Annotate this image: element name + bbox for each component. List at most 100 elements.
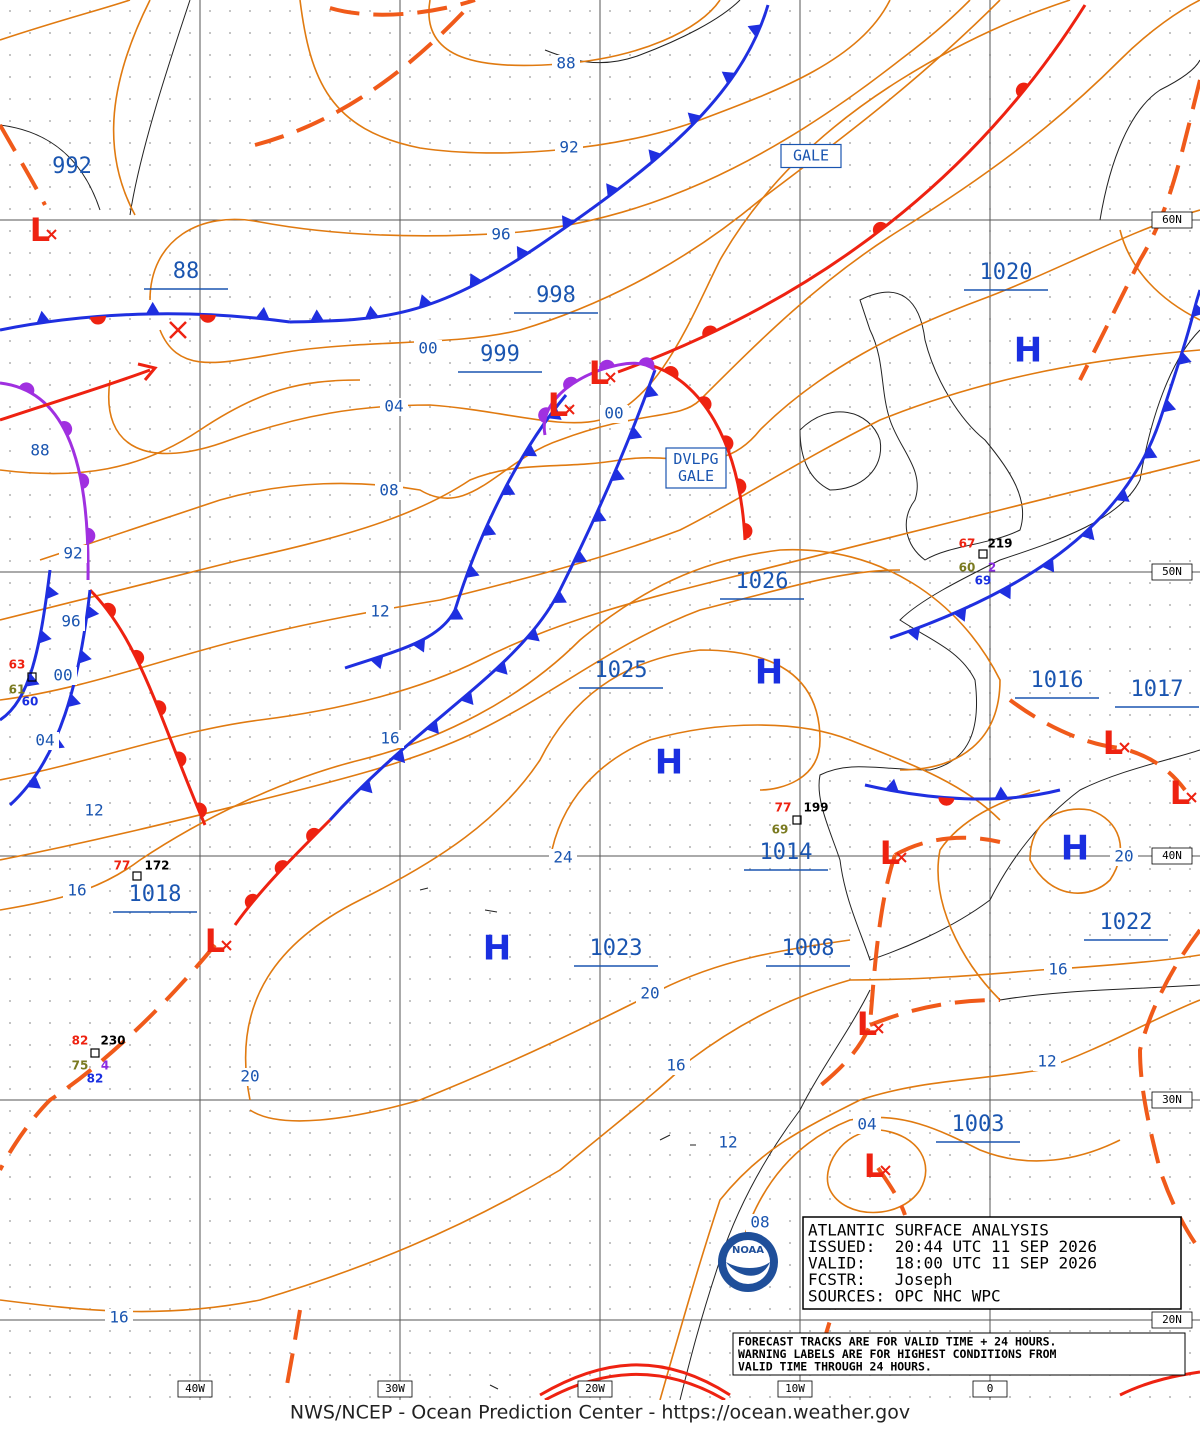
station-obs: 67 <box>959 537 976 551</box>
front-line <box>0 381 90 581</box>
high-center: H <box>755 653 783 693</box>
footer: NWS/NCEP - Ocean Prediction Center - htt… <box>290 1402 910 1424</box>
cold-front-pip <box>482 523 497 537</box>
warm-front-pip <box>19 382 35 394</box>
station-obs: 63 <box>9 658 26 672</box>
warning-label: GALE <box>678 467 714 485</box>
warm-front-pip <box>86 527 96 544</box>
low-center: L <box>880 834 900 872</box>
warm-front-pip <box>938 797 955 806</box>
pressure-label: 1023 <box>590 936 643 961</box>
warm-front-pip <box>155 700 167 716</box>
cold-front-pip <box>747 24 762 38</box>
lat-label: 50N <box>1162 565 1182 578</box>
lon-label: 40W <box>185 1382 205 1395</box>
low-center: L <box>1103 724 1123 762</box>
isobar-label: 04 <box>857 1115 876 1134</box>
cold-front-pip <box>885 778 899 792</box>
cold-front-pip <box>27 775 41 789</box>
lat-label-box <box>1151 847 1193 865</box>
lat-label-box <box>1151 563 1193 581</box>
info-line: SOURCES: OPC NHC WPC <box>808 1287 1001 1306</box>
front-line <box>88 588 207 826</box>
cold-front-pip <box>516 245 530 260</box>
isobar-label-bg <box>49 667 77 685</box>
tropical-front <box>539 1363 1200 1402</box>
lon-label-box <box>177 1380 213 1398</box>
cold-front-pip <box>425 720 440 734</box>
low-x <box>880 1165 891 1176</box>
warm-front-pip <box>274 860 289 874</box>
lon-label: 0 <box>987 1382 994 1395</box>
low-center: L <box>589 354 609 392</box>
isobar-label-bg <box>63 882 91 900</box>
pressure-label: 1026 <box>736 569 789 594</box>
cold-front-pip <box>449 607 464 620</box>
lat-label: 60N <box>1162 213 1182 226</box>
isobar-label: 08 <box>750 1213 769 1232</box>
front-line <box>0 569 52 722</box>
pressure-label: 1016 <box>1031 668 1084 693</box>
isobar-label: 20 <box>1114 847 1133 866</box>
high-center: H <box>1014 331 1042 371</box>
lon-label-box <box>377 1380 413 1398</box>
cold-front-pip <box>310 309 325 322</box>
warm-front-pip <box>722 435 734 451</box>
cold-front-pip <box>1178 351 1192 365</box>
cold-front-pip <box>1192 303 1200 317</box>
cold-front-pip <box>553 590 567 603</box>
isobar-label-bg <box>236 1068 264 1086</box>
cold-front-pip <box>906 627 921 641</box>
warning-box <box>780 143 842 169</box>
station-obs: 2 <box>988 561 996 575</box>
isobar-label: 24 <box>553 848 572 867</box>
lon-label-box <box>577 1380 613 1398</box>
pressure-label: 1003 <box>952 1112 1005 1137</box>
isobar-label-bg <box>26 442 54 460</box>
cold-front-pip <box>391 749 406 764</box>
low-center: L <box>548 386 568 424</box>
lat-label-box <box>1151 1091 1193 1109</box>
cold-front-pip <box>606 183 619 198</box>
cold-front-pip <box>573 550 588 563</box>
station-obs: 69 <box>772 823 789 837</box>
info-line: FCSTR: Joseph <box>808 1270 953 1289</box>
cold-front-pip <box>36 310 51 324</box>
cold-front-pip <box>46 585 59 600</box>
track-arrow <box>0 362 158 422</box>
isobar-label: 20 <box>640 984 659 1003</box>
isobar-label-bg <box>552 55 580 73</box>
cold-front-pip <box>547 407 562 420</box>
low-center: L <box>30 211 50 249</box>
isobar-label: 88 <box>556 54 575 73</box>
isobar-label: 00 <box>53 666 72 685</box>
low-x <box>1119 742 1130 753</box>
isobar-label: 16 <box>109 1308 128 1327</box>
station-obs: 82 <box>72 1034 89 1048</box>
low-x <box>564 404 575 415</box>
lat-label: 20N <box>1162 1313 1182 1326</box>
warm-front-pip <box>103 602 116 618</box>
lat-label: 30N <box>1162 1093 1182 1106</box>
station-obs: 69 <box>975 574 992 588</box>
front-line <box>542 361 656 436</box>
cold-front-pip <box>418 294 433 308</box>
pressure-label: 1014 <box>760 840 813 865</box>
cold-front-pip <box>994 786 1009 799</box>
cold-front-pip <box>523 443 538 457</box>
cold-front-pip <box>364 305 379 319</box>
lon-label: 30W <box>385 1382 405 1395</box>
warm-front-pip <box>306 827 320 842</box>
pressure-label: 88 <box>173 259 200 284</box>
fronts <box>0 4 1200 926</box>
isobar-label-bg <box>1044 961 1072 979</box>
station-obs: 75 <box>72 1059 89 1073</box>
station-obs: 60 <box>22 695 39 709</box>
cold-front-pip <box>687 112 702 126</box>
isobar-label-bg <box>636 985 664 1003</box>
cold-front-pip <box>25 673 40 687</box>
isobar-label: 16 <box>67 881 86 900</box>
front-line <box>8 589 92 807</box>
front-line <box>0 312 291 332</box>
